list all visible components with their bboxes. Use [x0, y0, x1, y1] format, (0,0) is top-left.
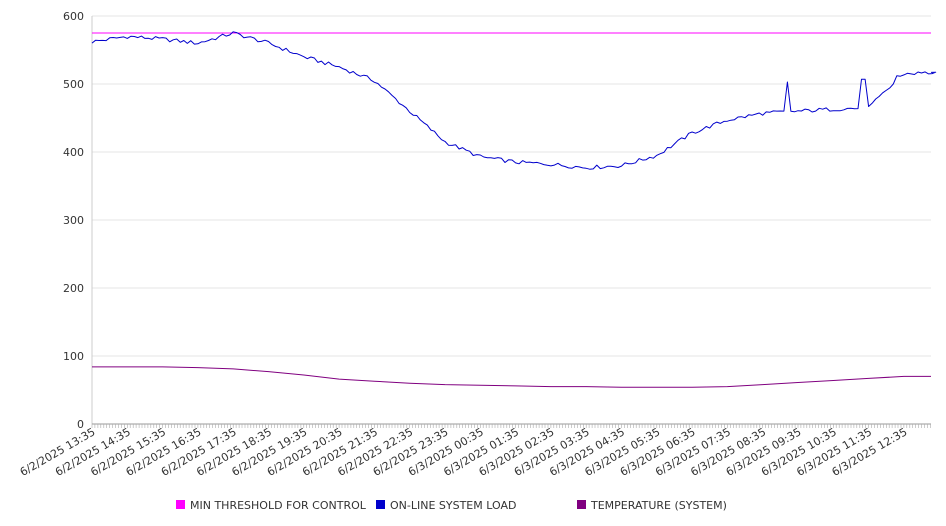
legend-label: ON-LINE SYSTEM LOAD [390, 499, 516, 512]
y-tick-label: 500 [63, 78, 84, 91]
legend-swatch [577, 500, 586, 509]
legend-swatch [176, 500, 185, 509]
y-tick-label: 100 [63, 350, 84, 363]
y-tick-label: 600 [63, 10, 84, 23]
series-line-temperature [92, 366, 931, 388]
y-tick-label: 400 [63, 146, 84, 159]
legend-label: TEMPERATURE (SYSTEM) [590, 499, 727, 512]
series-line-system-load [91, 31, 937, 170]
series-lines [91, 31, 937, 388]
legend-swatch [376, 500, 385, 509]
y-tick-label: 200 [63, 282, 84, 295]
axes [91, 16, 931, 428]
x-tick-labels: 6/2/2025 13:356/2/2025 14:356/2/2025 15:… [18, 425, 910, 479]
y-tick-label: 0 [77, 418, 84, 431]
gridlines [92, 15, 931, 357]
legend: MIN THRESHOLD FOR CONTROL ON-LINE SYSTEM … [176, 499, 727, 512]
y-tick-labels: 0 100 200 300 400 500 600 [63, 10, 84, 431]
legend-label: MIN THRESHOLD FOR CONTROL [190, 499, 367, 512]
y-tick-label: 300 [63, 214, 84, 227]
